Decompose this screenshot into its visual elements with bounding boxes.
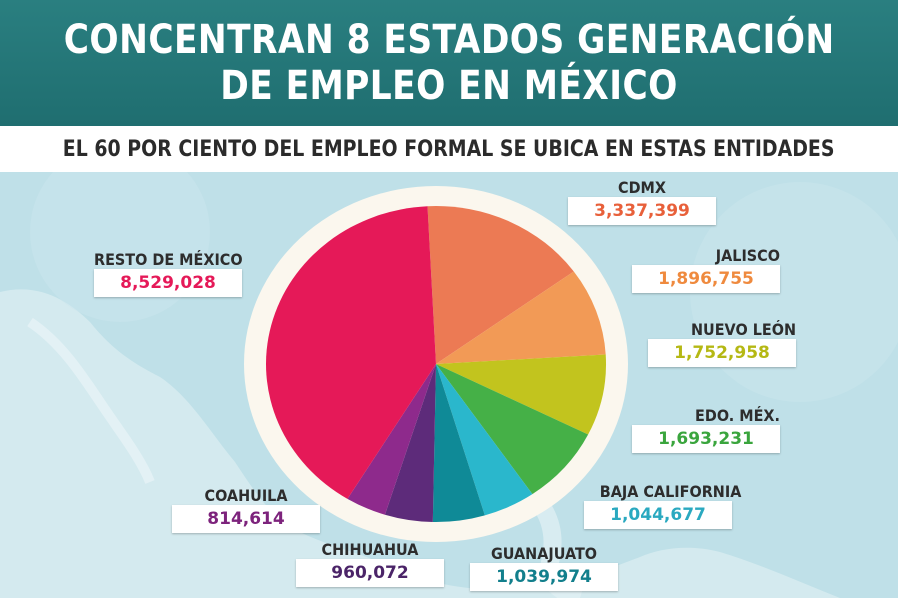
pie-slice-coahuila: [347, 364, 436, 515]
slice-value-jalisco: 1,896,755: [632, 265, 780, 293]
slice-label-chihuahua: CHIHUAHUA: [321, 540, 419, 559]
pie-slice-edo-m-x: [436, 364, 589, 495]
pie-slice-chihuahua: [384, 364, 436, 522]
page-title-line-1: CONCENTRAN 8 ESTADOS GENERACIÓN: [63, 17, 835, 63]
callout-edo-m-x: EDO. MÉX. 1,693,231: [632, 406, 780, 453]
pie-slice-jalisco: [436, 271, 606, 364]
callout-guanajuato: GUANAJUATO 1,039,974: [470, 544, 618, 591]
slice-value-cdmx: 3,337,399: [568, 197, 716, 225]
callout-cdmx: CDMX 3,337,399: [568, 178, 716, 225]
pie-slice-nuevo-le-n: [436, 354, 607, 435]
slice-label-jalisco: JALISCO: [715, 246, 780, 265]
pie-slice-cdmx: [427, 206, 574, 364]
slice-label-coahuila: COAHUILA: [204, 486, 288, 505]
slice-value-chihuahua: 960,072: [296, 559, 444, 587]
pie-chart: [244, 186, 628, 542]
pie-slice-resto-de-m-xico: [266, 206, 436, 499]
slice-label-nuevo-le-n: NUEVO LEÓN: [690, 320, 796, 339]
slice-value-edo-m-x: 1,693,231: [632, 425, 780, 453]
slice-value-resto-de-m-xico: 8,529,028: [94, 269, 242, 297]
slice-value-coahuila: 814,614: [172, 505, 320, 533]
slice-value-baja-california: 1,044,677: [584, 501, 732, 529]
pie-slice-baja-california: [436, 364, 533, 516]
callout-nuevo-le-n: NUEVO LEÓN 1,752,958: [648, 320, 796, 367]
slice-label-cdmx: CDMX: [618, 178, 666, 197]
subtitle-bar: EL 60 POR CIENTO DEL EMPLEO FORMAL SE UB…: [0, 126, 898, 172]
slice-label-resto-de-m-xico: RESTO DE MÉXICO: [94, 250, 243, 269]
pie-slice-guanajuato: [432, 364, 485, 522]
callout-chihuahua: CHIHUAHUA 960,072: [296, 540, 444, 587]
slice-label-baja-california: BAJA CALIFORNIA: [599, 482, 742, 501]
callout-jalisco: JALISCO 1,896,755: [632, 246, 780, 293]
page-subtitle: EL 60 POR CIENTO DEL EMPLEO FORMAL SE UB…: [63, 136, 835, 162]
slice-value-guanajuato: 1,039,974: [470, 563, 618, 591]
page-title-line-2: DE EMPLEO EN MÉXICO: [220, 63, 678, 109]
slice-value-nuevo-le-n: 1,752,958: [648, 339, 796, 367]
callout-baja-california: BAJA CALIFORNIA 1,044,677: [584, 482, 741, 529]
header-banner: CONCENTRAN 8 ESTADOS GENERACIÓN DE EMPLE…: [0, 0, 898, 126]
callout-coahuila: COAHUILA 814,614: [172, 486, 320, 533]
slice-label-guanajuato: GUANAJUATO: [490, 544, 598, 563]
slice-label-edo-m-x: EDO. MÉX.: [695, 406, 780, 425]
callout-resto-de-m-xico: RESTO DE MÉXICO 8,529,028: [94, 250, 259, 297]
